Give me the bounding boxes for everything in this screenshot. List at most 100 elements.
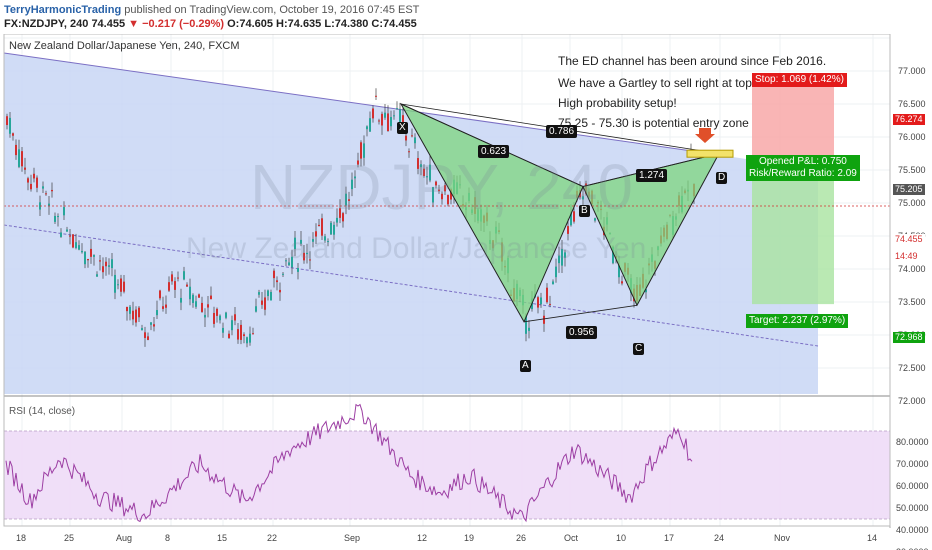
candle [171,271,173,285]
candle [195,295,197,309]
candle [252,327,254,335]
candle [210,286,212,300]
down-arrow-icon: ▼ [128,18,140,30]
candle [372,105,374,123]
candle [555,258,557,283]
candle [432,186,434,208]
candle-body [153,324,155,327]
candle-body [87,258,89,261]
candle [285,258,287,267]
candle-body [306,252,308,255]
stop-badge[interactable]: Stop: 1.069 (1.42%) [752,73,847,87]
note-line-2: We have a Gartley to sell right at top o… [558,76,814,90]
ratio-bd-label: 1.274 [636,169,668,182]
candle-body [75,242,77,248]
entry-zone-box[interactable] [686,149,734,158]
candle-body [156,310,158,316]
candle-body [45,193,47,195]
candle [438,184,440,194]
symbol-label: FX:NZDJPY, 240 [4,18,89,30]
candle-body [60,232,62,237]
candle [117,279,119,290]
time-tick-label: Nov [774,533,791,543]
candle [219,314,221,324]
candle-body [342,213,344,222]
candle [300,231,302,247]
channel-upper-line[interactable] [3,52,721,156]
candle [69,229,71,245]
candle [429,155,431,183]
candle-body [249,333,251,343]
candle [12,132,14,141]
candle [114,269,116,300]
candle [390,110,392,131]
candle-body [528,327,530,331]
candle-body [417,158,419,169]
target-badge[interactable]: Target: 2.237 (2.97%) [746,314,849,328]
candle-body [6,116,8,126]
pnl-badge[interactable]: Opened P&L: 0.750 Risk/Reward Ratio: 2.0… [746,155,860,181]
candle-body [42,186,44,189]
candle [36,175,38,193]
time-tick-label: 25 [64,533,75,543]
candle [528,320,530,339]
candle [348,191,350,210]
time-tick-label: 15 [217,533,228,543]
candle [108,258,110,275]
note-line-1: The ED channel has been around since Feb… [558,54,827,68]
candle [168,276,170,293]
candle-body [132,310,134,320]
candle [237,323,239,344]
rsi-title: RSI (14, close) [9,406,76,417]
ohlc-values: O:74.605 H:74.635 L:74.380 C:74.455 [227,18,417,30]
candle [216,307,218,323]
candle [258,289,260,298]
candle [408,148,410,158]
price-tick-label: 75.000 [898,198,926,208]
candle-body [378,120,380,122]
price-tick-label: 72.500 [898,363,926,373]
candle [132,301,134,326]
candle-body [264,297,266,310]
candle [255,298,257,313]
candle [312,232,314,248]
candle-body [195,301,197,307]
candle [192,293,194,308]
candle [129,304,131,321]
candle-body [171,274,173,282]
candle [24,157,26,175]
candle-body [345,193,347,206]
candle [315,223,317,244]
candle [213,306,215,328]
channel-lower-line[interactable] [3,224,819,347]
candle-body [99,260,101,262]
candle [324,233,326,243]
candle-body [318,224,320,227]
candle [339,199,341,224]
pane-title: New Zealand Dollar/Japanese Yen, 240, FX… [9,40,240,52]
candle [423,164,425,178]
candle [366,125,368,137]
candle-body [444,185,446,192]
author-link[interactable]: TerryHarmonicTrading [4,4,122,16]
candle-body [177,277,179,279]
candle [135,306,137,327]
price-change: −0.217 (−0.29%) [142,18,225,30]
rsi-tick-label: 40.0000 [896,525,929,535]
candle-body [645,289,647,293]
candle-body [309,259,311,261]
candle-body [114,274,116,293]
candle [57,213,59,227]
price-chart[interactable] [0,34,932,550]
candle-body [54,215,56,222]
candle-body [213,312,215,324]
candle [144,326,146,347]
ac-ratio-line [523,304,638,323]
rsi-tick-label: 70.0000 [896,459,929,469]
candle [357,152,359,168]
price-tick-label: 76.000 [898,132,926,142]
candle [297,263,299,280]
candle-body [243,334,245,337]
candle [180,288,182,311]
candle [342,211,344,228]
